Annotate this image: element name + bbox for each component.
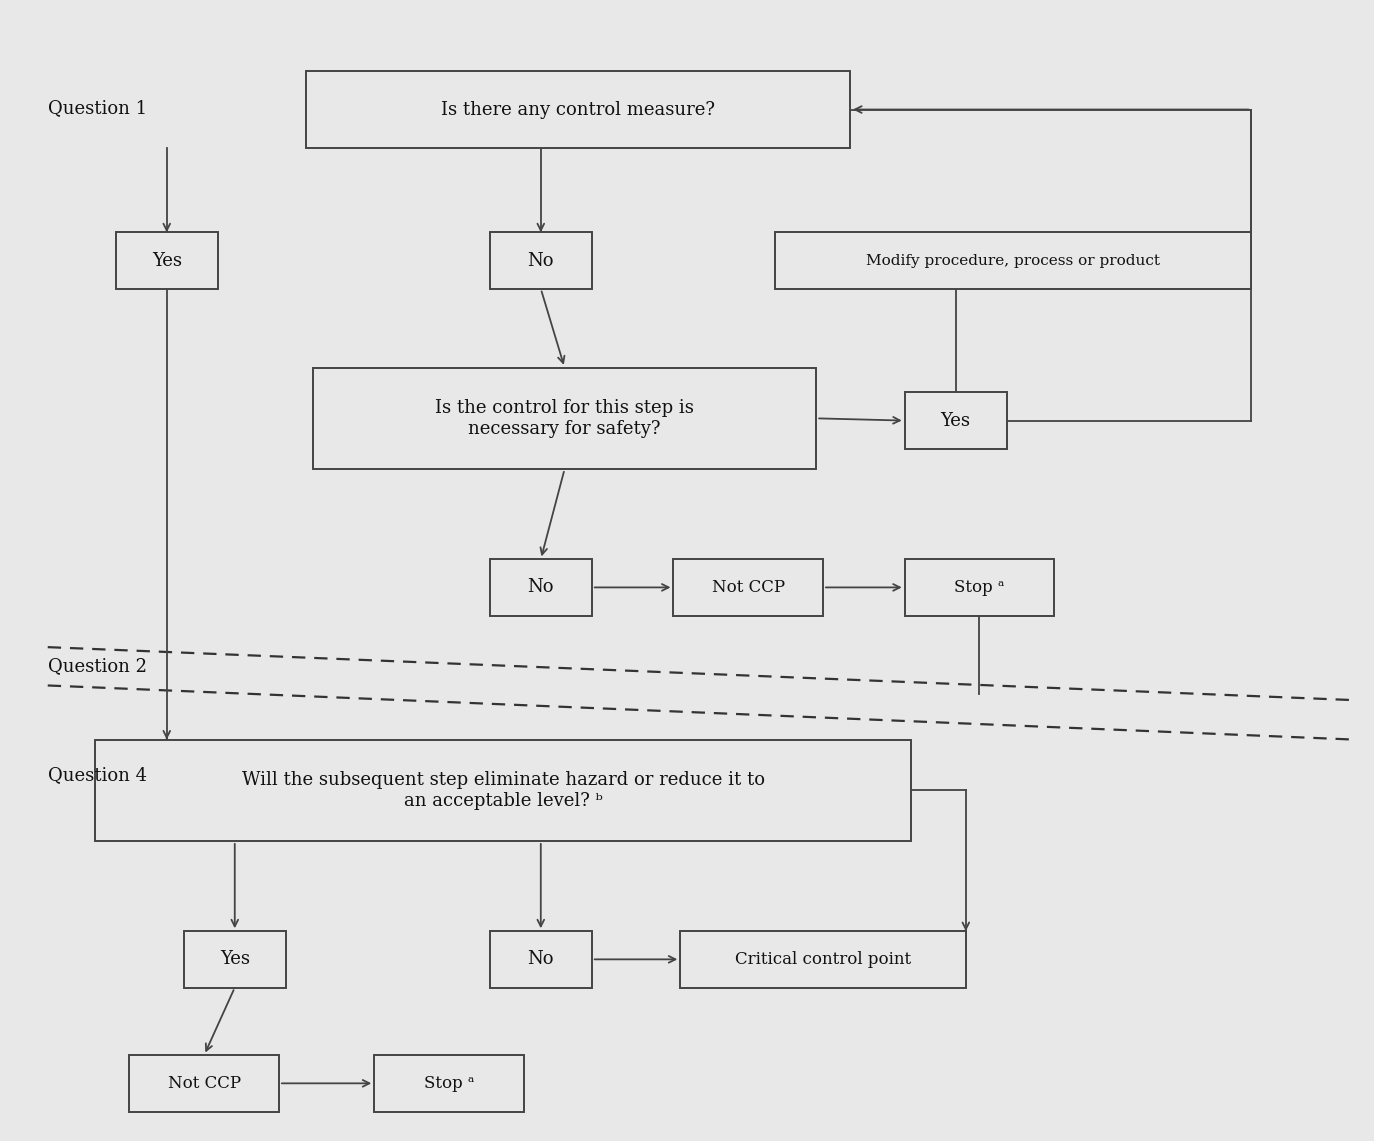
FancyBboxPatch shape bbox=[489, 233, 592, 289]
Text: No: No bbox=[528, 251, 554, 269]
FancyBboxPatch shape bbox=[95, 739, 911, 841]
Text: Yes: Yes bbox=[220, 950, 250, 969]
FancyBboxPatch shape bbox=[904, 559, 1054, 616]
FancyBboxPatch shape bbox=[115, 233, 217, 289]
Text: Question 1: Question 1 bbox=[48, 99, 147, 118]
Text: Not CCP: Not CCP bbox=[712, 578, 785, 596]
FancyBboxPatch shape bbox=[673, 559, 823, 616]
Text: Question 4: Question 4 bbox=[48, 767, 147, 785]
Text: Yes: Yes bbox=[941, 412, 970, 430]
FancyBboxPatch shape bbox=[184, 931, 286, 987]
FancyBboxPatch shape bbox=[680, 931, 966, 987]
Text: Question 2: Question 2 bbox=[48, 657, 147, 675]
FancyBboxPatch shape bbox=[775, 233, 1252, 289]
Text: Critical control point: Critical control point bbox=[735, 950, 911, 968]
FancyBboxPatch shape bbox=[904, 393, 1007, 448]
Text: Is there any control measure?: Is there any control measure? bbox=[441, 100, 716, 119]
FancyBboxPatch shape bbox=[129, 1055, 279, 1111]
FancyBboxPatch shape bbox=[313, 367, 816, 469]
Text: No: No bbox=[528, 950, 554, 969]
Text: Is the control for this step is
necessary for safety?: Is the control for this step is necessar… bbox=[436, 399, 694, 438]
FancyBboxPatch shape bbox=[374, 1055, 523, 1111]
FancyBboxPatch shape bbox=[306, 71, 851, 148]
Text: No: No bbox=[528, 578, 554, 597]
Text: Modify procedure, process or product: Modify procedure, process or product bbox=[867, 253, 1161, 267]
Text: Will the subsequent step eliminate hazard or reduce it to
an acceptable level? ᵇ: Will the subsequent step eliminate hazar… bbox=[242, 771, 765, 810]
Text: Yes: Yes bbox=[151, 251, 181, 269]
Text: Not CCP: Not CCP bbox=[168, 1075, 240, 1092]
Text: Stop ᵃ: Stop ᵃ bbox=[954, 578, 1004, 596]
Text: Stop ᵃ: Stop ᵃ bbox=[423, 1075, 474, 1092]
FancyBboxPatch shape bbox=[489, 559, 592, 616]
FancyBboxPatch shape bbox=[489, 931, 592, 987]
